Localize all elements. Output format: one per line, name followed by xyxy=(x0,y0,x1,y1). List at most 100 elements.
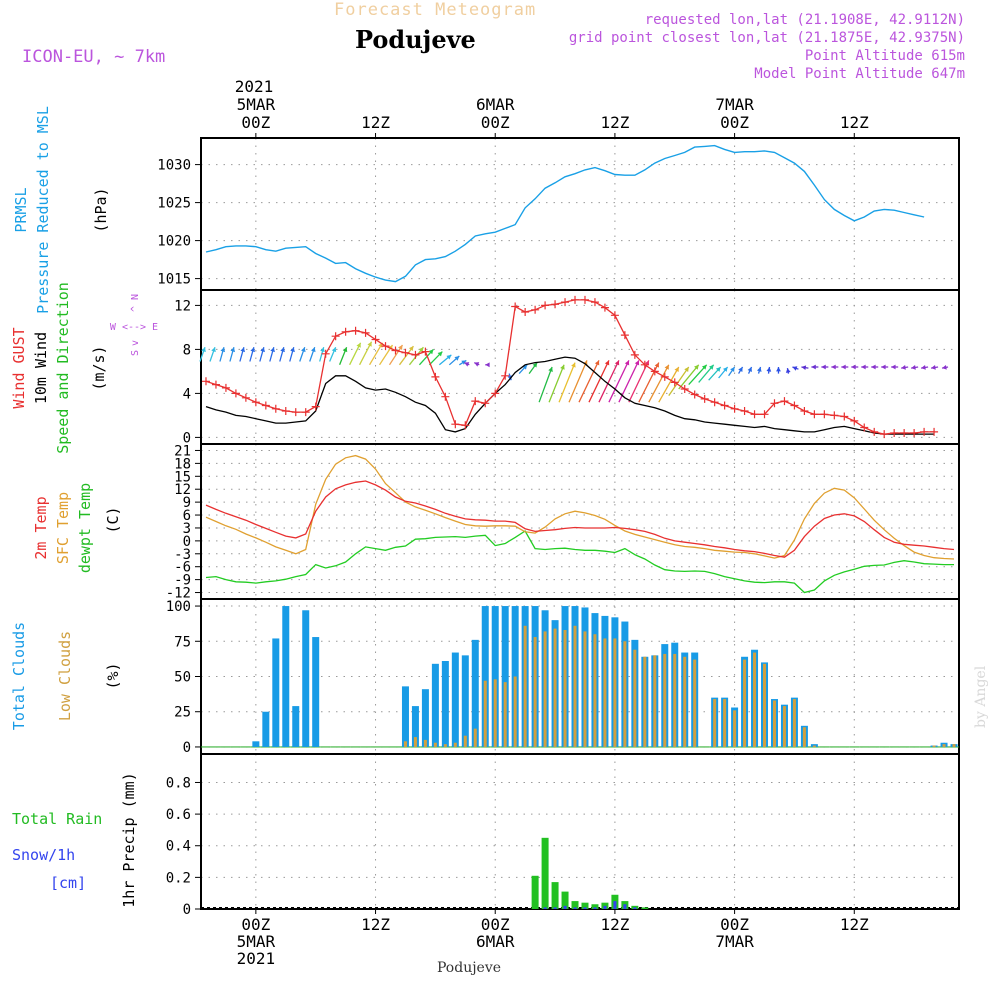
gust-marker xyxy=(211,380,220,389)
model-label: ICON-EU, ~ 7km xyxy=(22,47,165,67)
total-cloud-bar xyxy=(451,652,459,747)
wind-arrow-head xyxy=(756,367,762,372)
gust-marker xyxy=(441,392,450,401)
total-cloud-bar xyxy=(491,606,499,747)
pressure-line xyxy=(205,144,925,283)
compass-up: ^ xyxy=(130,306,141,312)
y-tick-label: 0 xyxy=(183,902,191,918)
gust-marker xyxy=(401,348,410,357)
wind-arrow-head xyxy=(644,360,650,366)
gust-marker xyxy=(830,411,839,420)
wind-arrow-head xyxy=(250,347,255,353)
snow-bar xyxy=(603,905,607,909)
wind-arrow-head xyxy=(861,364,866,370)
chart-title-top: Forecast Meteogram xyxy=(334,0,536,20)
y-tick-label: 1025 xyxy=(157,196,191,212)
precip-unit: 1hr Precip (mm) xyxy=(120,772,138,907)
wind-arrow-head xyxy=(320,347,325,353)
wind-arrow-head xyxy=(331,347,337,353)
wind-arrow xyxy=(628,360,650,403)
wind-arrow-head xyxy=(290,347,295,353)
wind-arrow-head xyxy=(684,367,689,372)
gust-marker xyxy=(361,328,370,337)
y-tick-label: 21 xyxy=(174,443,191,459)
gust-marker xyxy=(451,420,460,429)
total-rain-label: Total Rain xyxy=(12,810,102,828)
wind-unit: (m/s) xyxy=(90,345,108,390)
gust-marker xyxy=(221,383,230,392)
total-cloud-bar xyxy=(292,706,300,747)
gust-marker xyxy=(431,372,440,381)
low-cloud-bar xyxy=(782,706,786,747)
wind-arrow-head xyxy=(801,365,807,371)
gust-marker xyxy=(351,326,360,335)
gust-marker xyxy=(561,298,570,307)
wind-arrow-head xyxy=(891,364,896,370)
y-tick-label: 25 xyxy=(174,705,191,721)
snow-label: Snow/1h xyxy=(12,846,75,864)
gust-marker xyxy=(541,301,550,310)
panel1-labels: PRMSL Pressure Reduced to MSL (hPa) xyxy=(12,106,110,314)
wind-arrow xyxy=(578,360,600,403)
wind-arrow-head xyxy=(708,364,714,370)
gust-marker xyxy=(521,308,530,316)
y-tick-label: 9 xyxy=(183,495,191,511)
low-cloud-bar xyxy=(673,653,677,747)
panel-frame xyxy=(200,443,960,600)
low-cloud-bar xyxy=(433,742,437,747)
low-cloud-bar xyxy=(633,649,637,747)
low-cloud-bar xyxy=(513,676,517,747)
gust-marker xyxy=(331,332,340,341)
compass-down: v xyxy=(130,340,141,346)
gust-marker xyxy=(241,393,250,402)
rain-bar xyxy=(561,891,569,909)
low-cloud-bar xyxy=(713,699,717,747)
total-cloud-bar xyxy=(471,639,479,747)
time-tick-label-bottom: 5MAR xyxy=(237,932,276,951)
snow-bar xyxy=(633,907,637,909)
gust-marker xyxy=(391,346,400,355)
wind-arrow-head xyxy=(851,364,856,370)
total-cloud-bar xyxy=(282,606,290,747)
wind-arrow-head xyxy=(211,347,216,353)
low-cloud-bar xyxy=(483,680,487,747)
time-tick-label-top: 7MAR xyxy=(715,95,754,114)
gust-marker xyxy=(730,404,739,413)
panel-frame xyxy=(200,137,960,291)
gust-marker xyxy=(760,410,769,419)
total-clouds-label: Total Clouds xyxy=(10,622,28,730)
point-altitude: Point Altitude 615m xyxy=(805,48,965,64)
y-tick-label: -6 xyxy=(174,560,191,576)
wind-speed-line xyxy=(205,356,935,435)
y-tick-label: 12 xyxy=(174,482,191,498)
total-cloud-bar xyxy=(810,744,818,747)
low-cloud-bar xyxy=(403,741,407,747)
y-tick-label: 0 xyxy=(183,430,191,446)
low-cloud-bar xyxy=(553,628,557,747)
wind-arrow xyxy=(558,362,576,403)
watermark: by Angel xyxy=(973,665,989,728)
low-cloud-bar xyxy=(653,655,657,747)
gust-marker xyxy=(600,303,609,312)
gust-marker xyxy=(870,427,879,436)
wind-arrow-head xyxy=(871,364,876,370)
wind-arrow-head xyxy=(522,364,528,370)
prmsl-label: PRMSL xyxy=(12,187,30,232)
low-cloud-bar xyxy=(523,625,527,747)
low-cloud-bar xyxy=(743,659,747,747)
wind-arrow-head xyxy=(474,362,480,367)
rain-bar xyxy=(551,882,559,909)
low-clouds-label: Low Clouds xyxy=(56,631,74,721)
low-cloud-bar xyxy=(733,710,737,747)
wind-arrow-head xyxy=(831,364,836,370)
wind-arrow xyxy=(688,364,708,386)
wind-arrow-head xyxy=(654,362,659,368)
y-tick-label: 100 xyxy=(166,599,191,615)
snow-bar xyxy=(543,907,547,909)
time-tick-label-top: 6MAR xyxy=(476,95,515,114)
y-tick-label: 0.6 xyxy=(166,807,191,823)
wind-arrow-head xyxy=(408,346,414,352)
low-cloud-bar xyxy=(593,634,597,747)
wind-arrow-head xyxy=(624,360,630,366)
wind-arrow-head xyxy=(694,364,699,370)
